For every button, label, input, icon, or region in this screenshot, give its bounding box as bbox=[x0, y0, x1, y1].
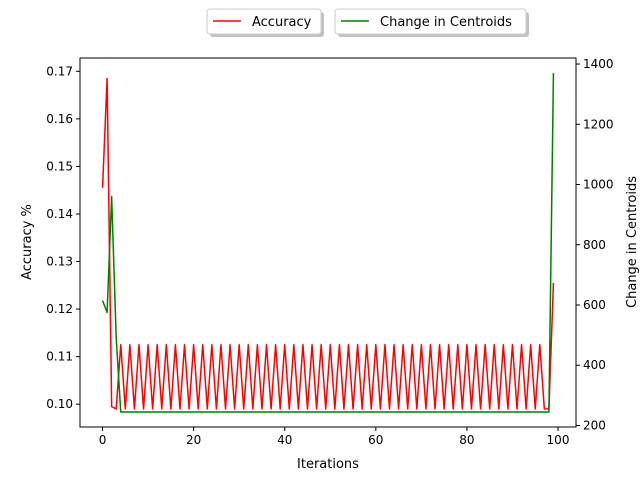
plot-frame bbox=[79, 57, 577, 428]
x-tick-label-60: 60 bbox=[368, 433, 383, 447]
x-axis-label: Iterations bbox=[297, 457, 359, 472]
legend-centroids-label: Change in Centroids bbox=[380, 15, 512, 30]
y-left-tick-label-0: 0.10 bbox=[46, 397, 73, 411]
y-right-tick-label-1000: 1000 bbox=[583, 178, 614, 192]
x-tick-label-100: 100 bbox=[547, 433, 570, 447]
series-line-change-in-centroids bbox=[101, 73, 555, 413]
y-left-tick-label-3: 0.13 bbox=[46, 255, 73, 269]
y-right-tick-label-600: 600 bbox=[583, 298, 606, 312]
y-right-tick-label-200: 200 bbox=[583, 418, 606, 432]
y-right-tick-label-800: 800 bbox=[583, 238, 606, 252]
y-left-tick-label-5: 0.15 bbox=[46, 159, 73, 173]
y-right-tick-label-400: 400 bbox=[583, 358, 606, 372]
x-tick-label-80: 80 bbox=[459, 433, 474, 447]
y-axis-right-label: Change in Centroids bbox=[625, 176, 640, 308]
y-axis-left-label: Accuracy % bbox=[20, 204, 35, 280]
legend-centroids: Change in Centroids bbox=[334, 8, 529, 37]
x-tick-label-20: 20 bbox=[186, 433, 201, 447]
y-left-tick-label-1: 0.11 bbox=[46, 350, 73, 364]
y-left-tick-label-7: 0.17 bbox=[46, 64, 73, 78]
series-line-accuracy bbox=[101, 77, 555, 410]
y-left-tick-label-6: 0.16 bbox=[46, 112, 73, 126]
y-right-tick-label-1200: 1200 bbox=[583, 117, 614, 131]
legend-accuracy-label: Accuracy bbox=[252, 15, 312, 30]
x-tick-label-0: 0 bbox=[99, 433, 107, 447]
legend-accuracy: Accuracy bbox=[206, 8, 324, 37]
x-tick-label-40: 40 bbox=[277, 433, 292, 447]
y-right-tick-label-1400: 1400 bbox=[583, 57, 614, 71]
y-left-tick-label-4: 0.14 bbox=[46, 207, 73, 221]
y-left-tick-label-2: 0.12 bbox=[46, 302, 73, 316]
